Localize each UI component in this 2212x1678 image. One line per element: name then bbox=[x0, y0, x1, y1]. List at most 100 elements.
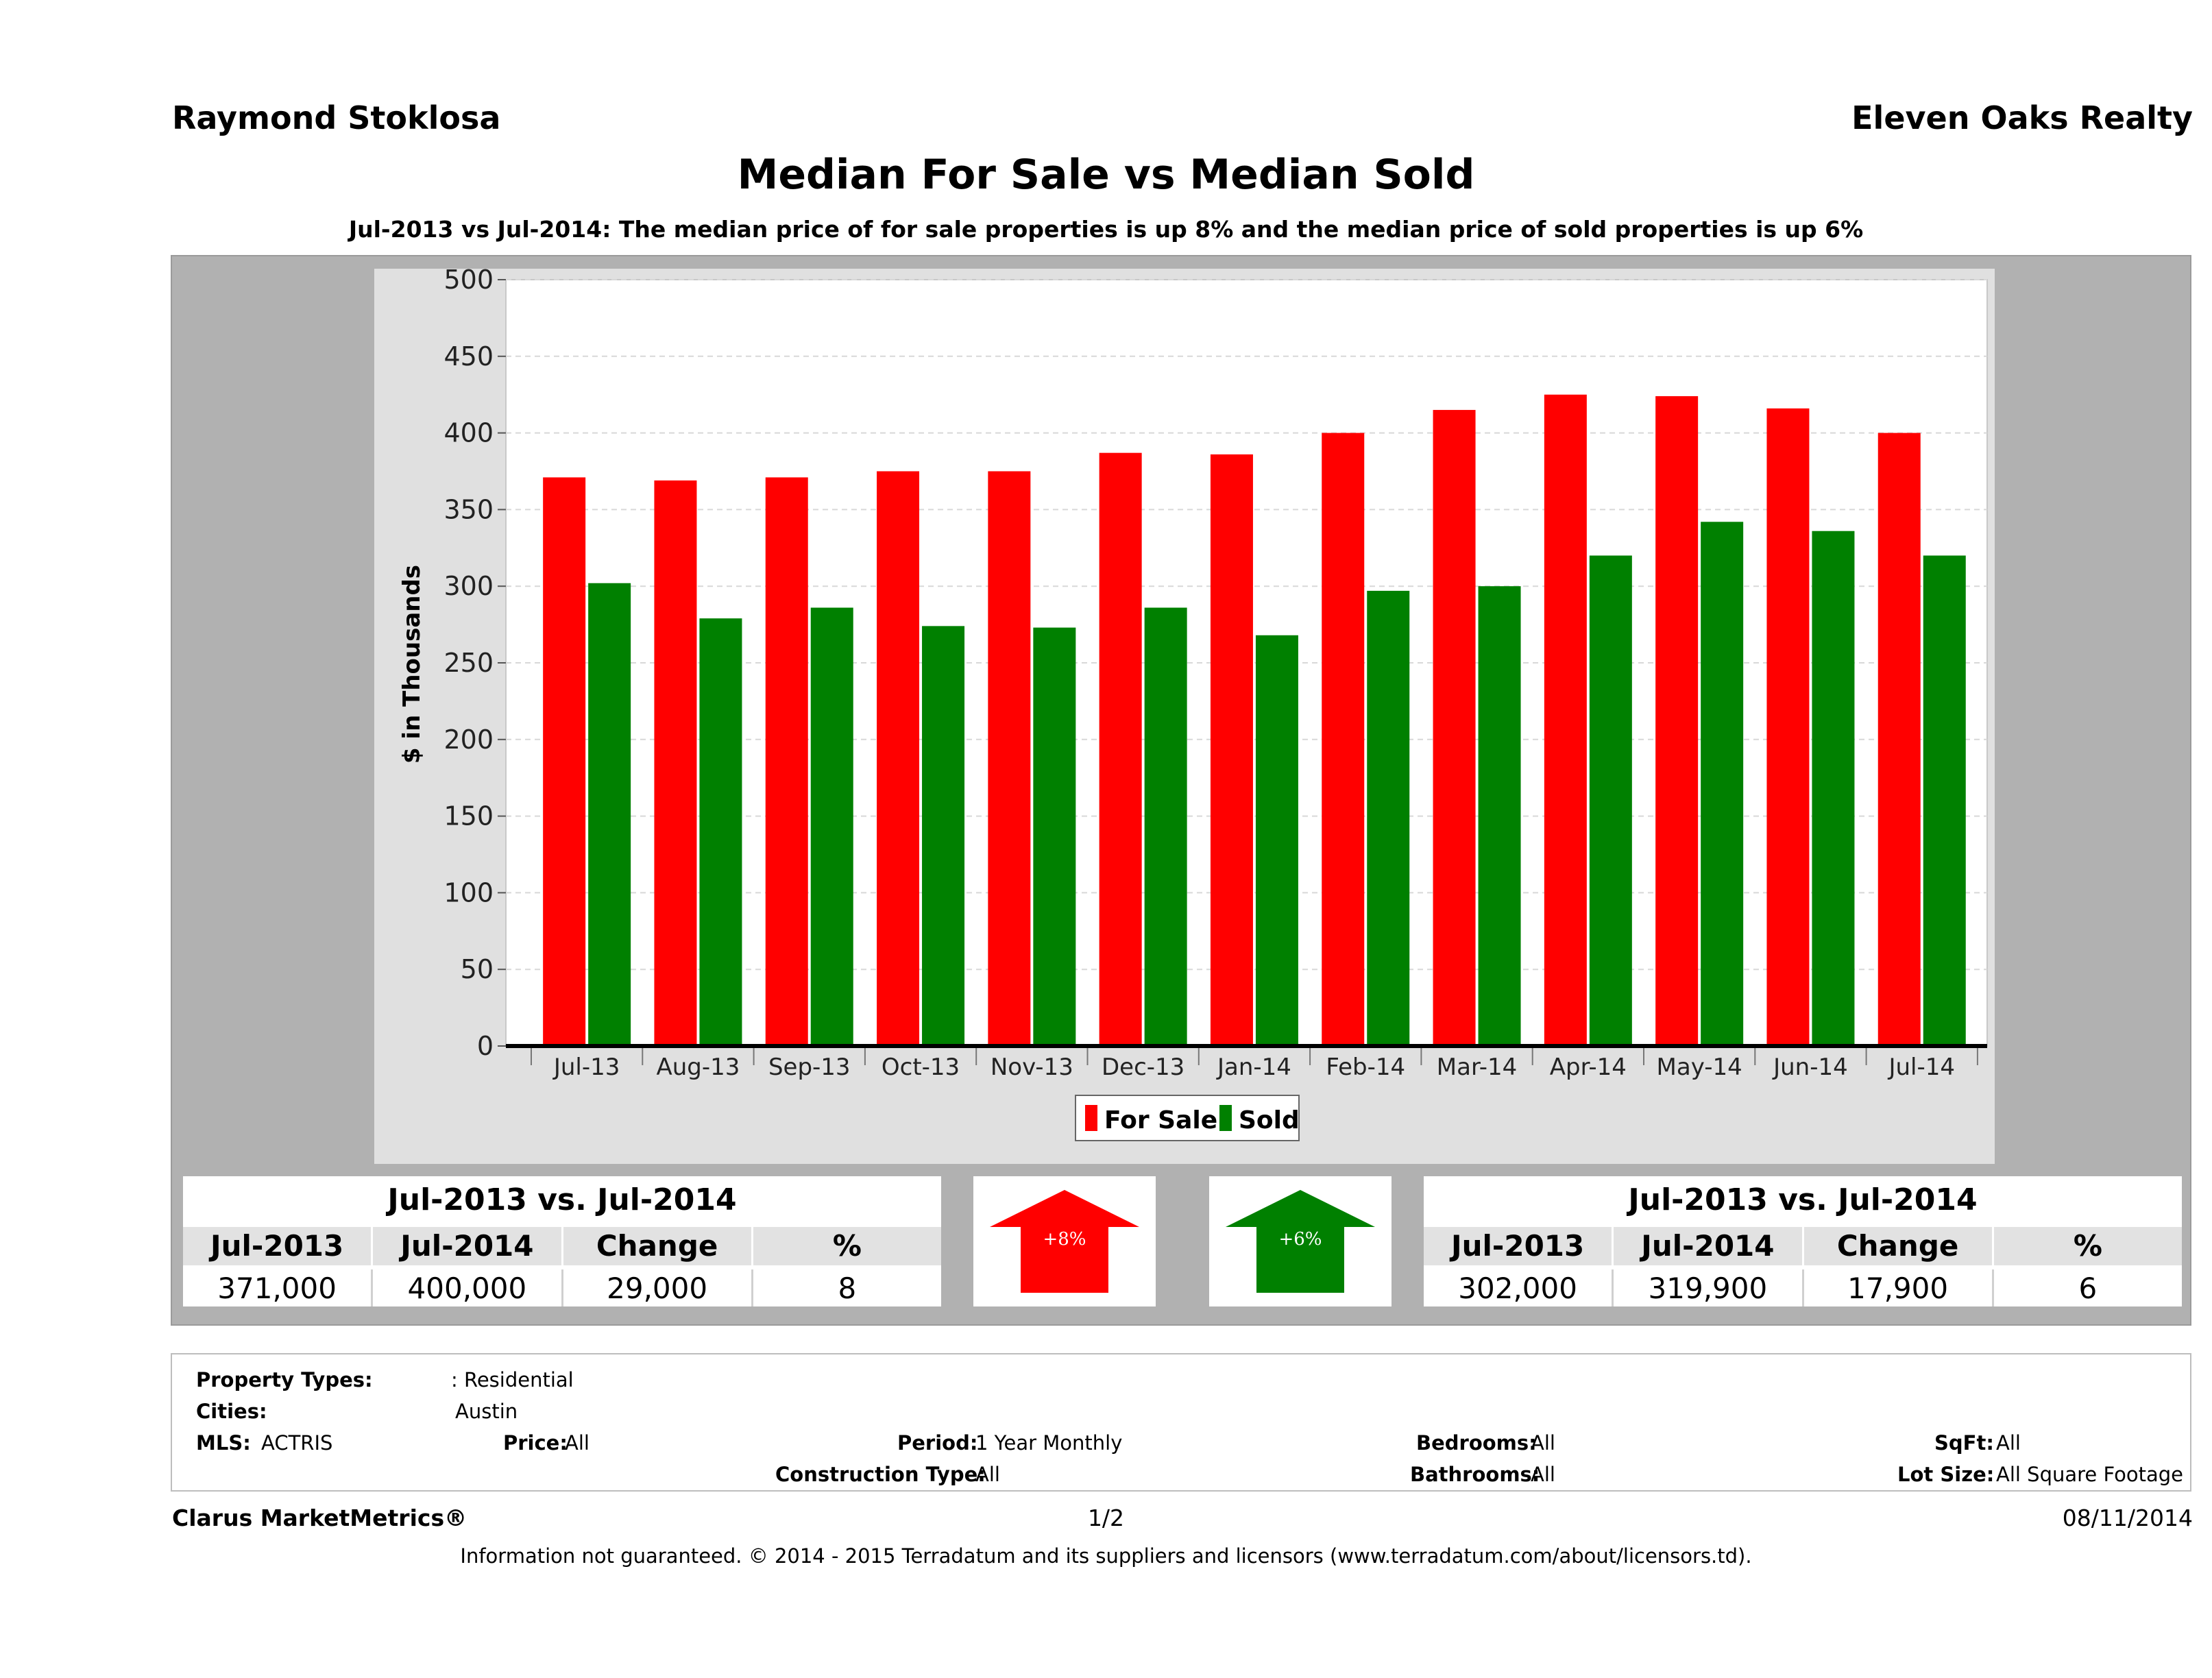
for-sale-value-end: 400,000 bbox=[373, 1269, 563, 1306]
x-tick-label: Jul-14 bbox=[1887, 1054, 1955, 1081]
for-sale-table-header-row: Jul-2013 Jul-2014 Change % bbox=[183, 1227, 941, 1265]
bar-sold bbox=[1033, 627, 1076, 1046]
report-criteria: Property Types: : Residential Cities: Au… bbox=[171, 1353, 2191, 1492]
mls-value: ACTRIS bbox=[261, 1431, 333, 1455]
chart-panel: 0 50 100 150 200 250 300 350 400 450 500 $ in Thous… bbox=[171, 255, 2191, 1326]
bar-chart: 0 50 100 150 200 250 300 350 400 450 500 $ in Thous… bbox=[374, 265, 1995, 1164]
x-tick-label: Nov-13 bbox=[990, 1054, 1073, 1081]
construction-type-label: Construction Type: bbox=[775, 1463, 986, 1486]
bar-sold bbox=[1589, 555, 1632, 1046]
period-value: 1 Year Monthly bbox=[975, 1431, 1123, 1455]
bar-sold bbox=[1923, 555, 1966, 1046]
y-tick-label: 250 bbox=[443, 648, 494, 678]
sold-header-end: Jul-2014 bbox=[1614, 1227, 1804, 1265]
bar-sold bbox=[1367, 590, 1410, 1046]
x-tick-label: Aug-13 bbox=[656, 1054, 740, 1081]
y-tick-label: 50 bbox=[461, 954, 494, 984]
y-tick-label: 100 bbox=[443, 877, 494, 908]
for-sale-value-change: 29,000 bbox=[563, 1269, 753, 1306]
y-tick-label: 400 bbox=[443, 418, 494, 448]
bar-for-sale bbox=[1766, 408, 1810, 1046]
property-types-value: : Residential bbox=[451, 1368, 574, 1391]
bar-sold bbox=[1144, 607, 1187, 1046]
x-tick-label: Jan-14 bbox=[1216, 1054, 1291, 1081]
for-sale-table-value-row: 371,000 400,000 29,000 8 bbox=[183, 1269, 941, 1306]
y-axis-label: $ in Thousands bbox=[398, 565, 426, 764]
property-types-label: Property Types: bbox=[196, 1368, 373, 1391]
sold-header-change: Change bbox=[1804, 1227, 1994, 1265]
cities-value: Austin bbox=[455, 1400, 518, 1423]
y-tick-label: 450 bbox=[443, 341, 494, 372]
sold-value-start: 302,000 bbox=[1424, 1269, 1614, 1306]
x-tick-label: May-14 bbox=[1657, 1054, 1742, 1081]
bar-sold bbox=[1478, 586, 1521, 1046]
bar-for-sale bbox=[1099, 452, 1142, 1046]
x-tick-label: Feb-14 bbox=[1326, 1054, 1405, 1081]
footer-brand: Clarus MarketMetrics® bbox=[172, 1505, 467, 1531]
bar-for-sale bbox=[1210, 454, 1253, 1046]
sold-header-start: Jul-2013 bbox=[1424, 1227, 1614, 1265]
bar-for-sale bbox=[1877, 433, 1921, 1046]
period-label: Period: bbox=[897, 1431, 978, 1455]
bar-for-sale bbox=[1433, 410, 1476, 1046]
sqft-label: SqFt: bbox=[1934, 1431, 1994, 1455]
chart-subtitle: Jul-2013 vs Jul-2014: The median price o… bbox=[348, 216, 1864, 243]
for-sale-comparison-table: Jul-2013 vs. Jul-2014 Jul-2013 Jul-2014 … bbox=[183, 1176, 941, 1306]
price-label: Price: bbox=[503, 1431, 568, 1455]
sold-table-value-row: 302,000 319,900 17,900 6 bbox=[1424, 1269, 2182, 1306]
sold-table-title: Jul-2013 vs. Jul-2014 bbox=[1628, 1182, 1978, 1217]
company-name: Eleven Oaks Realty bbox=[1851, 99, 2193, 136]
bar-sold bbox=[699, 618, 742, 1046]
bar-for-sale bbox=[765, 477, 808, 1046]
x-tick-label: Mar-14 bbox=[1437, 1054, 1518, 1081]
x-tick-label: Oct-13 bbox=[882, 1054, 960, 1081]
bar-for-sale bbox=[988, 471, 1031, 1046]
x-tick-label: Jul-13 bbox=[552, 1054, 620, 1081]
legend-swatch-for-sale bbox=[1085, 1105, 1097, 1131]
y-tick-label: 300 bbox=[443, 571, 494, 601]
bar-sold bbox=[1701, 522, 1744, 1046]
sold-table-header-row: Jul-2013 Jul-2014 Change % bbox=[1424, 1227, 2182, 1265]
cities-label: Cities: bbox=[196, 1400, 267, 1423]
y-tick-label: 350 bbox=[443, 494, 494, 524]
sold-change-box: +6% bbox=[1209, 1176, 1391, 1306]
bar-for-sale bbox=[877, 471, 920, 1046]
sold-value-end: 319,900 bbox=[1614, 1269, 1804, 1306]
for-sale-header-end: Jul-2014 bbox=[373, 1227, 563, 1265]
y-tick-label: 0 bbox=[477, 1031, 494, 1061]
legend-label-sold: Sold bbox=[1239, 1106, 1300, 1134]
up-arrow-icon: +6% bbox=[1226, 1190, 1375, 1293]
sold-value-change: 17,900 bbox=[1804, 1269, 1994, 1306]
bathrooms-label: Bathrooms: bbox=[1410, 1463, 1540, 1486]
for-sale-header-change: Change bbox=[563, 1227, 753, 1265]
construction-type-value: All bbox=[975, 1463, 1000, 1486]
bar-sold bbox=[810, 607, 853, 1046]
for-sale-change-box: +8% bbox=[973, 1176, 1156, 1306]
bar-for-sale bbox=[1544, 394, 1587, 1046]
sold-header-percent: % bbox=[2073, 1229, 2102, 1263]
legend-swatch-sold bbox=[1219, 1105, 1232, 1131]
bar-sold bbox=[1255, 635, 1298, 1046]
bar-sold bbox=[588, 583, 631, 1046]
for-sale-header-percent: % bbox=[832, 1229, 862, 1263]
lot-size-label: Lot Size: bbox=[1897, 1463, 1995, 1486]
legend-label-for-sale: For Sale bbox=[1104, 1106, 1217, 1134]
bar-for-sale bbox=[1322, 433, 1365, 1046]
agent-name: Raymond Stoklosa bbox=[172, 99, 501, 136]
for-sale-change-label: +8% bbox=[1043, 1229, 1086, 1250]
for-sale-table-title: Jul-2013 vs. Jul-2014 bbox=[387, 1182, 737, 1217]
sqft-value: All bbox=[1996, 1431, 2021, 1455]
for-sale-value-start: 371,000 bbox=[183, 1269, 374, 1306]
bar-for-sale bbox=[1655, 396, 1699, 1046]
page-number: 1/2 bbox=[1087, 1505, 1125, 1531]
y-tick-label: 150 bbox=[443, 801, 494, 831]
lot-size-value: All Square Footage bbox=[1996, 1463, 2184, 1486]
price-value: All bbox=[565, 1431, 590, 1455]
bar-sold bbox=[1812, 531, 1855, 1046]
bar-for-sale bbox=[654, 480, 697, 1046]
bathrooms-value: All bbox=[1531, 1463, 1555, 1486]
footer-disclaimer: Information not guaranteed. © 2014 - 201… bbox=[460, 1544, 1752, 1568]
chart-title: Median For Sale vs Median Sold bbox=[737, 151, 1475, 199]
x-tick-label: Sep-13 bbox=[768, 1054, 851, 1081]
x-tick-label: Apr-14 bbox=[1550, 1054, 1627, 1081]
